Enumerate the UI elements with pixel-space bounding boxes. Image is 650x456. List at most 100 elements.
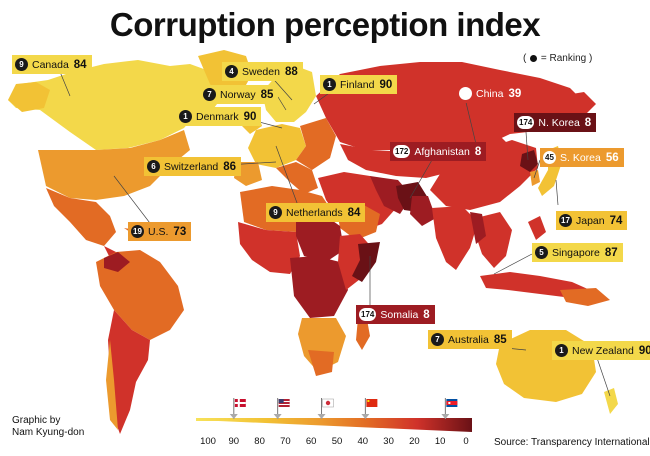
legend-tick: 50 bbox=[331, 436, 343, 447]
label-singapore: 5 Singapore 87 bbox=[532, 243, 623, 262]
region-new-zealand bbox=[604, 388, 618, 414]
country-name: Somalia bbox=[380, 308, 419, 321]
legend-color-bar-top bbox=[196, 418, 472, 421]
region-south-korea bbox=[530, 170, 540, 186]
legend-tick: 30 bbox=[383, 436, 394, 447]
legend-tick: 100 bbox=[200, 436, 216, 447]
country-name: Singapore bbox=[552, 246, 600, 259]
country-name: Sweden bbox=[242, 65, 280, 78]
country-name: Switzerland bbox=[164, 160, 219, 173]
ranking-note: ( = Ranking ) bbox=[523, 53, 592, 64]
cpi-score: 8 bbox=[423, 308, 430, 321]
rank-badge: 17 bbox=[559, 214, 572, 227]
source-note: Source: Transparency International bbox=[494, 437, 650, 448]
rank-badge: 1 bbox=[179, 110, 192, 123]
rank-badge: 19 bbox=[131, 225, 144, 238]
region-kamchatka bbox=[560, 92, 596, 118]
legend-tick: 10 bbox=[434, 436, 446, 447]
label-denmark: 1 Denmark 90 bbox=[176, 107, 262, 126]
country-name: U.S. bbox=[148, 225, 169, 238]
cpi-score: 90 bbox=[379, 78, 393, 91]
country-name: Australia bbox=[448, 333, 489, 346]
rank-badge bbox=[459, 87, 472, 100]
rank-badge: 174 bbox=[517, 116, 535, 129]
china-flag bbox=[361, 398, 378, 419]
denmark-flag bbox=[229, 398, 246, 419]
ranking-dot-icon bbox=[530, 54, 538, 62]
legend-tick: 70 bbox=[280, 436, 291, 447]
region-alaska bbox=[8, 82, 50, 112]
region-india bbox=[432, 206, 478, 270]
region-somalia bbox=[352, 242, 380, 282]
label-us: 19 U.S. 73 bbox=[128, 222, 192, 241]
label-switzerland: 6 Switzerland 86 bbox=[144, 157, 242, 176]
cpi-score: 39 bbox=[508, 87, 522, 100]
region-papua bbox=[560, 288, 610, 306]
rank-badge: 172 bbox=[393, 145, 411, 158]
label-somalia: 174 Somalia 8 bbox=[356, 305, 435, 324]
region-philippines bbox=[528, 216, 546, 240]
credit-line-2: Nam Kyung-don bbox=[12, 427, 85, 438]
country-name: Norway bbox=[220, 88, 256, 101]
cpi-score: 8 bbox=[584, 116, 592, 129]
region-west-africa bbox=[238, 222, 300, 274]
legend-tick: 0 bbox=[463, 436, 469, 447]
label-north-korea: 174 N. Korea 8 bbox=[514, 113, 597, 132]
country-name: N. Korea bbox=[538, 116, 580, 129]
country-name: S. Korea bbox=[560, 151, 601, 164]
label-china: China 39 bbox=[456, 84, 527, 103]
region-south-africa bbox=[308, 350, 334, 376]
country-name: China bbox=[476, 87, 504, 100]
rank-badge: 4 bbox=[225, 65, 238, 78]
rank-badge: 5 bbox=[535, 246, 548, 259]
cpi-score: 73 bbox=[173, 225, 187, 238]
cpi-score: 90 bbox=[638, 344, 650, 357]
rank-badge: 1 bbox=[323, 78, 336, 91]
country-name: Afghanistan bbox=[414, 145, 470, 158]
region-pakistan bbox=[410, 196, 436, 226]
region-myanmar bbox=[470, 212, 486, 244]
rank-badge: 7 bbox=[203, 88, 216, 101]
credit-line-1: Graphic by bbox=[12, 415, 61, 426]
south-korea-flag bbox=[317, 398, 334, 419]
chart-title: Corruption perception index bbox=[109, 6, 541, 43]
legend-tick: 90 bbox=[228, 436, 240, 447]
region-venezuela bbox=[104, 252, 130, 272]
ranking-note-open: ( bbox=[523, 53, 527, 64]
legend-tick: 80 bbox=[254, 436, 265, 447]
region-italy-balkans bbox=[276, 162, 318, 194]
region-southern-africa bbox=[298, 318, 346, 372]
cpi-score: 85 bbox=[493, 333, 507, 346]
graphic-credit: Graphic by Nam Kyung-don bbox=[12, 415, 84, 439]
label-south-korea: 45 S. Korea 56 bbox=[540, 148, 624, 167]
label-japan: 17 Japan 74 bbox=[556, 211, 628, 230]
country-name: Finland bbox=[340, 78, 375, 91]
rank-badge: 9 bbox=[269, 206, 282, 219]
rank-badge: 7 bbox=[431, 333, 444, 346]
label-norway: 7 Norway 85 bbox=[200, 85, 279, 104]
rank-badge: 174 bbox=[359, 308, 377, 321]
label-netherlands: 9 Netherlands 84 bbox=[266, 203, 366, 222]
region-south-america-south bbox=[108, 310, 150, 434]
label-canada: 9 Canada 84 bbox=[12, 55, 92, 74]
cpi-score: 86 bbox=[223, 160, 237, 173]
label-australia: 7 Australia 85 bbox=[428, 330, 512, 349]
country-name: Denmark bbox=[196, 110, 239, 123]
cpi-score: 74 bbox=[609, 214, 623, 227]
rank-badge: 6 bbox=[147, 160, 160, 173]
us-flag bbox=[273, 398, 290, 419]
cpi-score: 90 bbox=[243, 110, 257, 123]
rank-badge: 9 bbox=[15, 58, 28, 71]
legend-color-bar bbox=[196, 420, 472, 432]
legend-flags bbox=[229, 398, 458, 419]
country-name: Japan bbox=[576, 214, 605, 227]
region-north-america-north bbox=[8, 60, 226, 150]
ranking-note-text: = Ranking ) bbox=[540, 53, 593, 64]
country-name: New Zealand bbox=[572, 344, 634, 357]
label-finland: 1 Finland 90 bbox=[320, 75, 398, 94]
cpi-score: 85 bbox=[260, 88, 274, 101]
legend-tick: 40 bbox=[357, 436, 369, 447]
cpi-score: 8 bbox=[474, 145, 482, 158]
cpi-score: 88 bbox=[284, 65, 298, 78]
